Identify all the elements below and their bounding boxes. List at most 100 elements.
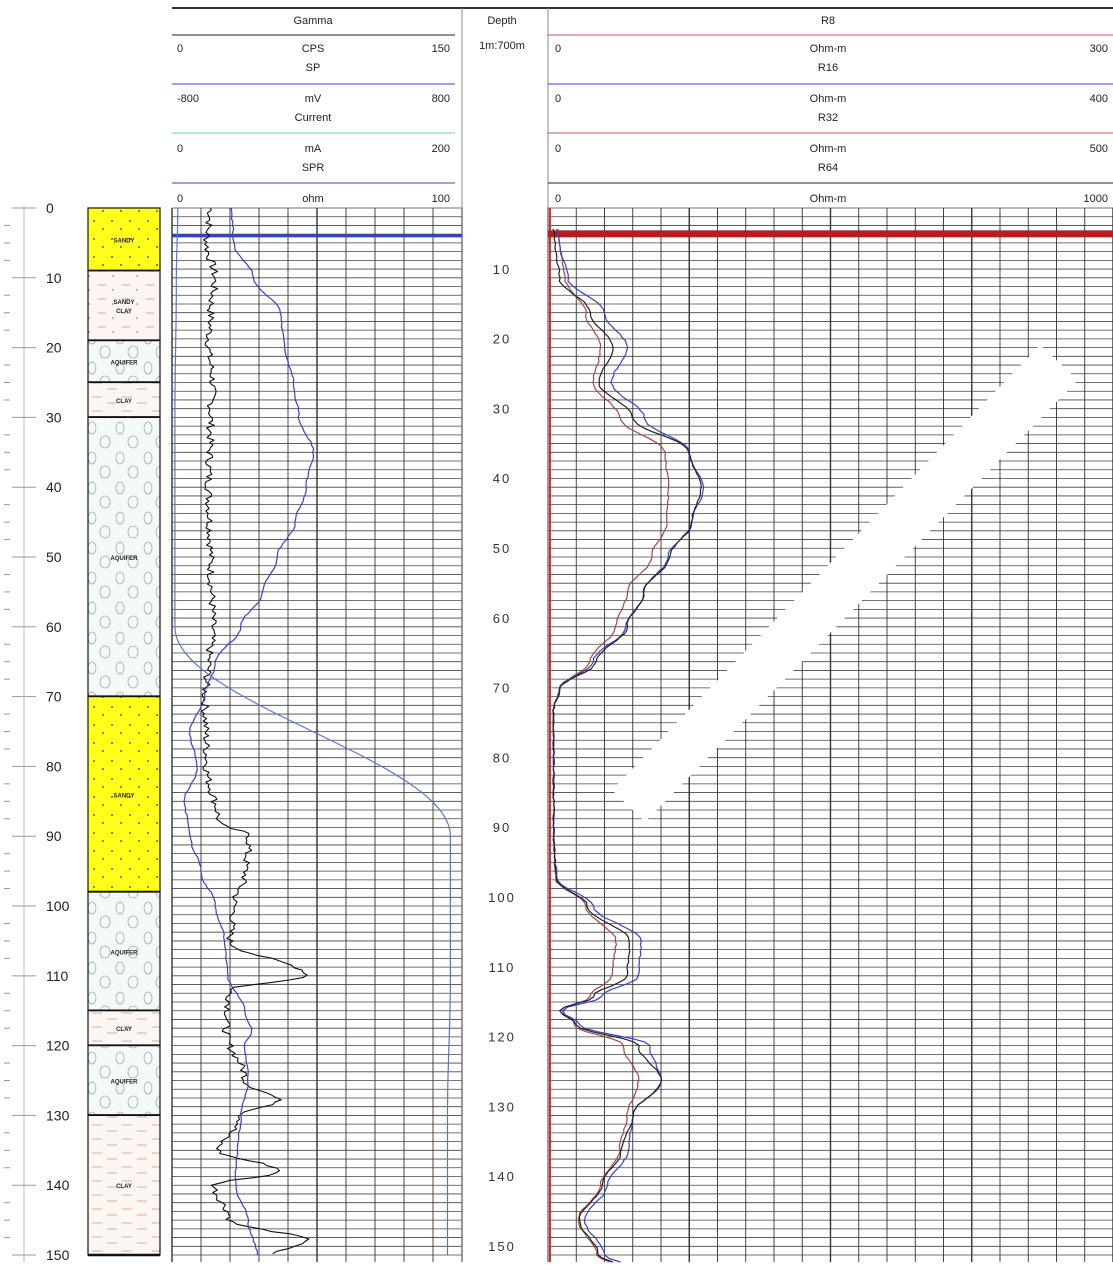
lith-label: SANDY bbox=[113, 793, 134, 799]
lith-axis-label: 120 bbox=[46, 1038, 70, 1054]
lith-axis-label: 60 bbox=[46, 619, 62, 635]
lith-label: CLAY bbox=[116, 399, 132, 405]
spr-unit: ohm bbox=[302, 193, 323, 205]
lith-axis-label: 0 bbox=[46, 200, 54, 216]
gamma-title: Gamma bbox=[293, 15, 333, 27]
log-curves bbox=[174, 207, 705, 1263]
lith-layer-clay bbox=[87, 1010, 161, 1047]
lith-label: SANDY bbox=[113, 300, 134, 306]
depth-tick-label: 50 bbox=[493, 541, 511, 556]
lith-axis-label: 10 bbox=[46, 270, 62, 286]
lith-axis-label: 140 bbox=[46, 1177, 70, 1193]
lith-label: AQUIFER bbox=[111, 361, 139, 367]
spr-min: 0 bbox=[177, 193, 183, 205]
lith-axis-label: 50 bbox=[46, 549, 62, 565]
r8-title: R8 bbox=[821, 15, 835, 27]
depth-tick-label: 60 bbox=[493, 611, 511, 626]
r64-max: 1000 bbox=[1084, 193, 1108, 205]
depth-tick-label: 140 bbox=[488, 1169, 516, 1184]
lith-layer-clay bbox=[87, 381, 161, 419]
lith-axis-label: 40 bbox=[46, 479, 62, 495]
lith-axis-label: 20 bbox=[46, 340, 62, 356]
r64-min: 0 bbox=[555, 193, 561, 205]
diagonal-overlay-band bbox=[612, 345, 1078, 822]
spr-max: 100 bbox=[432, 193, 450, 205]
curve-r16 bbox=[552, 228, 705, 1263]
depth-track: 10 20 30 40 50 60 70 80 90 100 110 120 130 140 150 bbox=[488, 262, 516, 1254]
gamma-unit: CPS bbox=[302, 43, 325, 55]
lith-layer-sand bbox=[87, 696, 161, 893]
r32-max: 500 bbox=[1090, 143, 1108, 155]
depth-tick-label: 20 bbox=[493, 332, 511, 347]
depth-scale: 1m:700m bbox=[479, 40, 525, 52]
lith-label: AQUIFER bbox=[111, 950, 139, 956]
lith-label: CLAY bbox=[116, 1184, 132, 1190]
lith-label: SANDY bbox=[113, 238, 134, 244]
lith-axis-label: 150 bbox=[46, 1247, 70, 1263]
depth-tick-label: 30 bbox=[493, 401, 511, 416]
r16-unit: Ohm-m bbox=[810, 93, 847, 105]
r8-unit: Ohm-m bbox=[810, 43, 847, 55]
r8-max: 300 bbox=[1090, 43, 1108, 55]
r64-title: R64 bbox=[818, 162, 838, 174]
lith-axis-label: 30 bbox=[46, 409, 62, 425]
sp-title: SP bbox=[306, 62, 321, 74]
r64-unit: Ohm-m bbox=[810, 193, 847, 205]
lith-layer-aquifer bbox=[87, 416, 161, 698]
lithology-column: SANDY SANDY CLAY AQUIFER CLAY AQUIFER SANDY AQU… bbox=[87, 207, 161, 1257]
curve-sp bbox=[183, 207, 315, 1256]
r8-min: 0 bbox=[555, 43, 561, 55]
depth-tick-label: 100 bbox=[488, 890, 516, 905]
r16-max: 400 bbox=[1090, 93, 1108, 105]
lith-axis-label: 70 bbox=[46, 689, 62, 705]
casing-band bbox=[548, 230, 1113, 238]
depth-tick-label: 10 bbox=[493, 262, 511, 277]
current-title: Current bbox=[295, 112, 332, 124]
lith-axis-label: 80 bbox=[46, 758, 62, 774]
sp-unit: mV bbox=[305, 93, 322, 105]
lith-axis-label: 100 bbox=[46, 898, 70, 914]
depth-tick-label: 40 bbox=[493, 471, 511, 486]
gamma-max: 150 bbox=[432, 43, 450, 55]
depth-tick-label: 90 bbox=[493, 820, 511, 835]
depth-tick-label: 80 bbox=[493, 750, 511, 765]
depth-tick-label: 150 bbox=[488, 1239, 516, 1254]
lith-layer-aquifer bbox=[87, 891, 161, 1012]
lith-label: AQUIFER bbox=[111, 556, 139, 562]
lith-label: CLAY bbox=[116, 309, 132, 315]
curve-r64 bbox=[552, 228, 702, 1263]
lith-layer-sandy-clay bbox=[87, 270, 161, 342]
lith-axis-label: 90 bbox=[46, 828, 62, 844]
lith-layer-sand bbox=[87, 207, 161, 272]
depth-tick-label: 130 bbox=[488, 1099, 516, 1114]
curve-spr bbox=[174, 208, 451, 1255]
sp-min: -800 bbox=[177, 93, 199, 105]
depth-tick-label: 120 bbox=[488, 1030, 516, 1045]
r32-unit: Ohm-m bbox=[810, 143, 847, 155]
depth-title: Depth bbox=[487, 15, 516, 27]
depth-tick-label: 70 bbox=[493, 681, 511, 696]
lith-axis-label: 130 bbox=[46, 1107, 70, 1123]
curve-gamma bbox=[200, 207, 310, 1255]
right-track-grid bbox=[547, 8, 1113, 1262]
left-track-grid bbox=[171, 8, 463, 1262]
current-max: 200 bbox=[432, 143, 450, 155]
r16-title: R16 bbox=[818, 62, 838, 74]
current-min: 0 bbox=[177, 143, 183, 155]
lith-axis-label: 110 bbox=[46, 968, 69, 984]
lithology-depth-axis: 0 10 20 30 40 50 60 70 80 90 100 110 120 130 140 150 bbox=[4, 200, 70, 1263]
lith-label: CLAY bbox=[116, 1027, 132, 1033]
lith-label: AQUIFER bbox=[111, 1080, 139, 1086]
current-unit: mA bbox=[305, 143, 322, 155]
r32-min: 0 bbox=[555, 143, 561, 155]
lith-layer-aquifer bbox=[87, 1045, 161, 1117]
depth-tick-label: 110 bbox=[489, 960, 516, 975]
r32-title: R32 bbox=[818, 112, 838, 124]
gamma-min: 0 bbox=[177, 43, 183, 55]
r16-min: 0 bbox=[555, 93, 561, 105]
sp-max: 800 bbox=[432, 93, 450, 105]
spr-title: SPR bbox=[302, 162, 325, 174]
